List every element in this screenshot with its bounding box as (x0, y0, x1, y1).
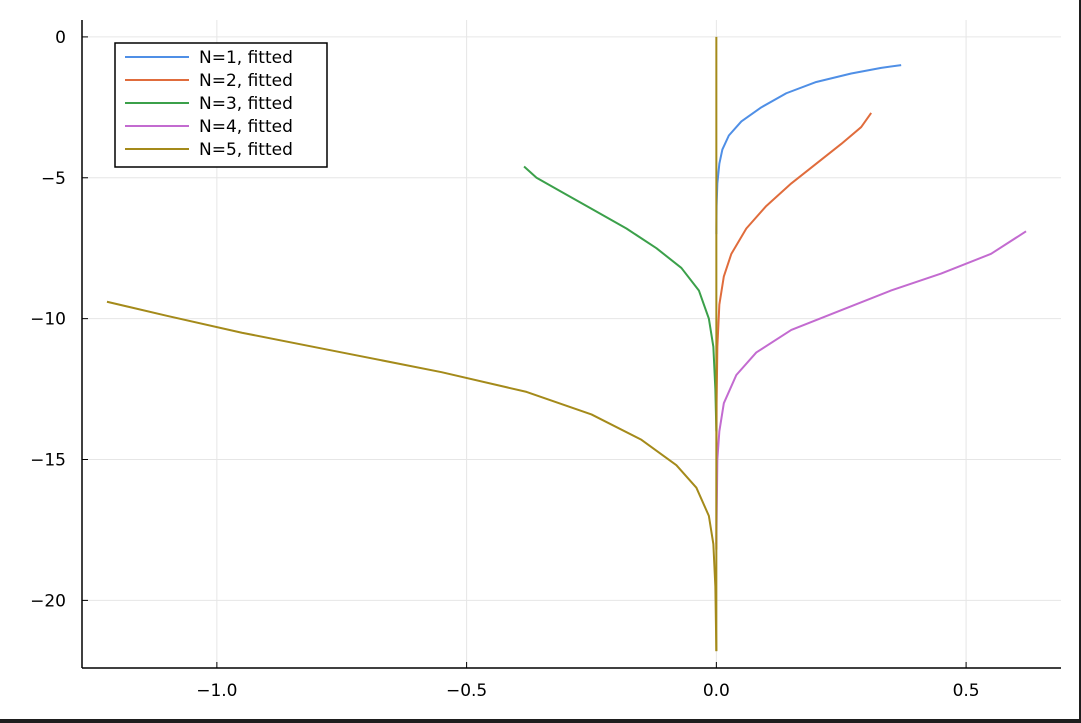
ticks: −1.0 −0.5 0.0 0.5 0 −5 −10 −15 −20 (30, 28, 980, 701)
x-tick-label-2: 0.0 (703, 681, 730, 701)
legend-label-1: N=2, fitted (199, 71, 293, 91)
y-tick-label-1: −5 (41, 169, 66, 189)
series-line-n-4-fitted (715, 230, 1027, 545)
y-tick-label-0: 0 (55, 28, 66, 48)
y-tick-label-4: −20 (30, 591, 66, 611)
legend-label-4: N=5, fitted (199, 140, 293, 160)
legend-label-2: N=3, fitted (199, 94, 293, 114)
y-tick-label-2: −10 (30, 310, 66, 330)
y-tick-label-3: −15 (30, 451, 66, 471)
axes (81, 20, 1061, 669)
legend: N=1, fitted N=2, fitted N=3, fitted N=4, fi… (114, 42, 328, 168)
series-line-n-1-fitted (715, 64, 902, 235)
legend-label-0: N=1, fitted (199, 48, 293, 68)
series-line-n-5-fitted (106, 300, 718, 652)
legend-label-3: N=4, fitted (199, 117, 293, 137)
x-tick-label-3: 0.5 (953, 681, 980, 701)
legend-box (114, 42, 328, 168)
data-lines (106, 36, 1027, 652)
series-line-n-3-fitted (523, 165, 718, 432)
series-line-n-2-fitted (715, 112, 873, 550)
x-tick-label-0: −1.0 (196, 681, 237, 701)
x-tick-label-1: −0.5 (446, 681, 487, 701)
